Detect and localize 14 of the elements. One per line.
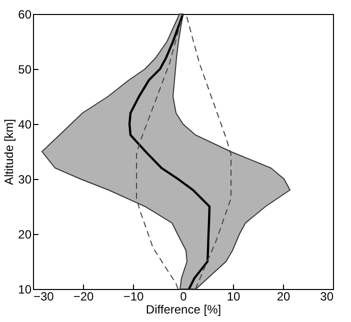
x-tick-label: 0 (180, 290, 188, 304)
x-tick-label: 10 (226, 290, 240, 304)
x-tick-label: 20 (276, 290, 290, 304)
y-tick-label: 50 (18, 62, 32, 76)
x-tick-label: 30 (320, 290, 334, 304)
y-tick-label: 60 (18, 8, 32, 22)
y-tick-label: 30 (18, 172, 32, 186)
y-tick-label: 40 (18, 118, 32, 132)
y-tick-label: 20 (18, 228, 32, 242)
x-axis-title: Difference [%] (146, 302, 222, 316)
x-tick-label: −20 (73, 290, 94, 304)
y-axis-title: Altitude [km] (2, 118, 16, 186)
x-tick-label: −30 (34, 290, 54, 304)
x-tick-label: −10 (123, 290, 144, 304)
